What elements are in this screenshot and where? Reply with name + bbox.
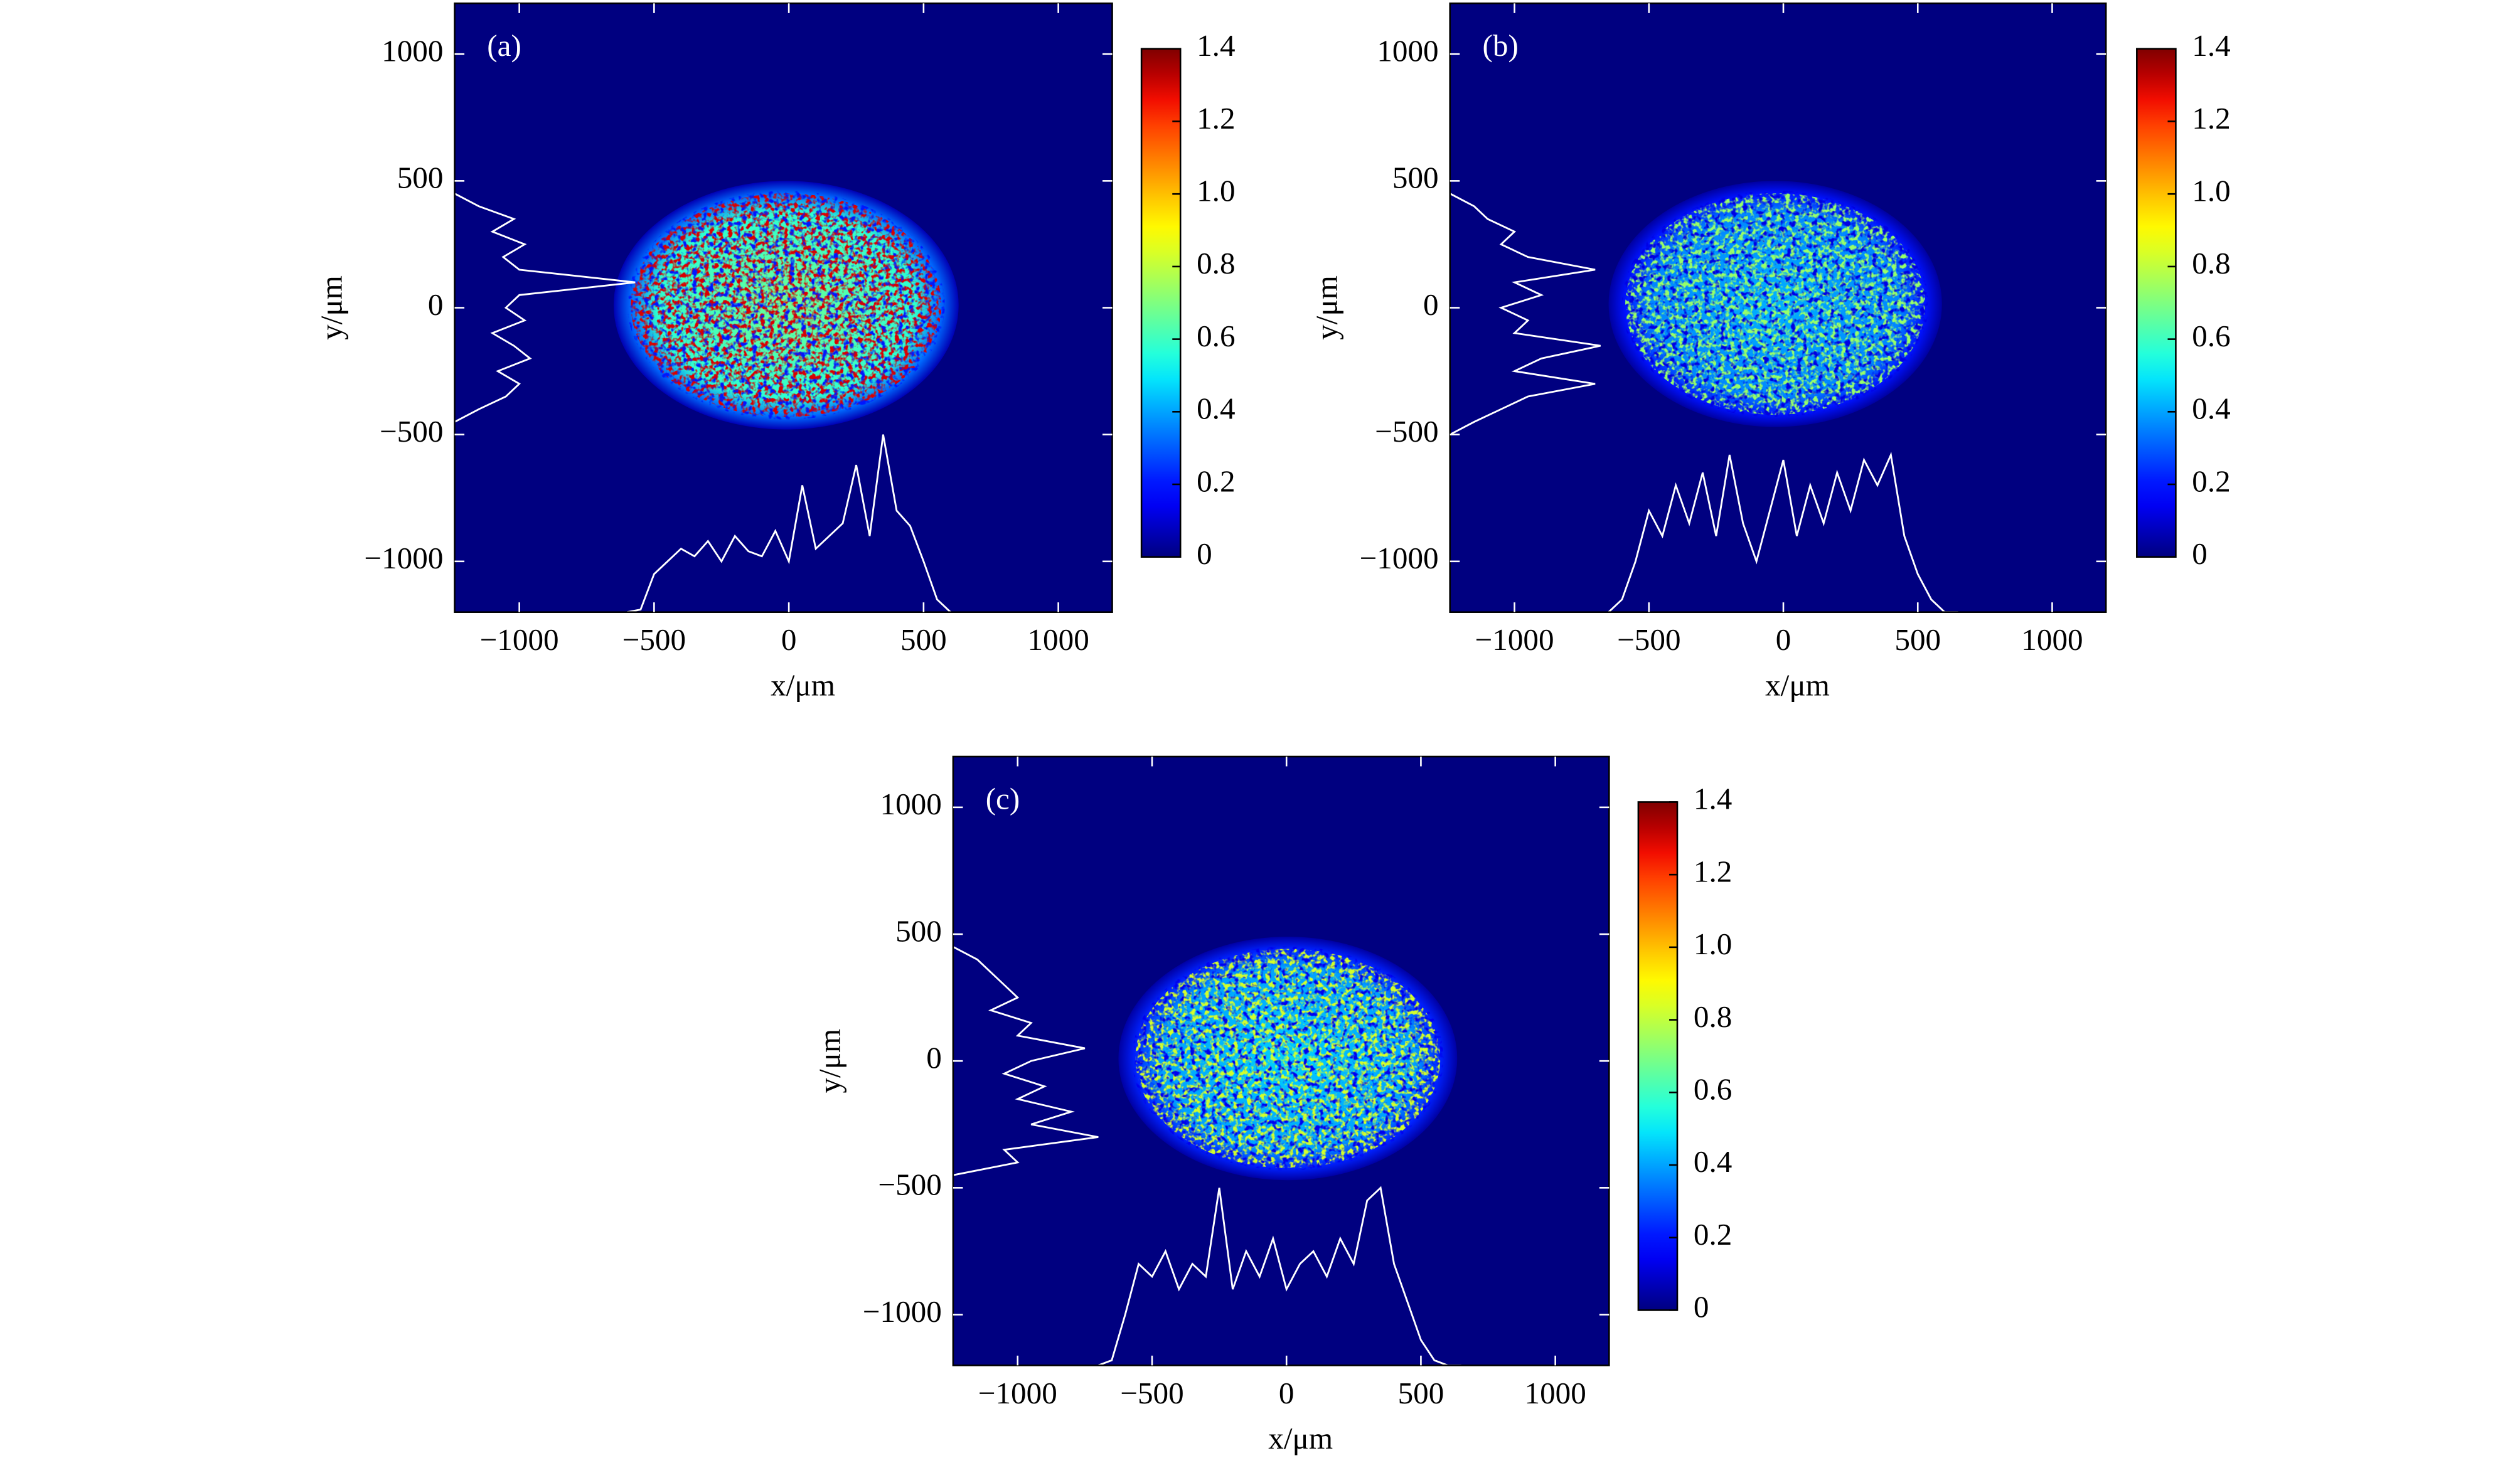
y-tick-label: 0 <box>926 1040 942 1075</box>
x-profile <box>627 434 951 614</box>
colorbar <box>2136 48 2177 558</box>
y-tick-label: −500 <box>878 1168 941 1202</box>
colorbar-tick-label: 1.2 <box>1694 854 1732 888</box>
y-axis-label: y/μm <box>314 275 348 340</box>
colorbar-tick-label: 0 <box>1694 1290 1709 1324</box>
colorbar-tick-label: 0 <box>1197 536 1212 571</box>
y-tick-label: −500 <box>380 414 443 449</box>
x-tick-label: 0 <box>1776 622 1791 657</box>
speckle-dark <box>627 191 945 420</box>
y-tick-label: 0 <box>1423 287 1439 322</box>
x-tick-label: 1000 <box>1027 622 1089 657</box>
colorbar-tick-label: 1.0 <box>1694 927 1732 961</box>
y-tick-label: 1000 <box>880 787 942 821</box>
y-tick-label: −1000 <box>1360 541 1439 575</box>
colorbar-tick-label: 0.8 <box>2192 246 2230 280</box>
colorbar <box>1637 801 1679 1311</box>
y-tick-label: 500 <box>895 913 942 948</box>
speckle-dark <box>1132 946 1444 1171</box>
y-tick-label: −1000 <box>364 541 443 575</box>
colorbar-tick-label: 0.8 <box>1197 246 1235 280</box>
x-tick-label: −1000 <box>1475 622 1554 657</box>
y-tick-label: 1000 <box>382 33 443 68</box>
colorbar-tick-label: 0.4 <box>2192 391 2230 426</box>
colorbar-tick-label: 0.6 <box>1197 319 1235 353</box>
x-tick-label: −500 <box>1120 1376 1183 1410</box>
colorbar-tick-label: 0.2 <box>1694 1217 1732 1252</box>
x-profile <box>1097 1186 1461 1366</box>
y-profile <box>953 945 1099 1176</box>
x-axis-label: x/μm <box>771 668 835 703</box>
x-tick-label: −1000 <box>978 1376 1057 1410</box>
colorbar-tick-label: 1.2 <box>2192 101 2230 136</box>
y-axis-label: y/μm <box>813 1029 847 1094</box>
colorbar-tick-label: 0.6 <box>2192 319 2230 353</box>
x-tick-label: 1000 <box>1524 1376 1586 1410</box>
colorbar-tick-label: 0.4 <box>1197 391 1235 426</box>
y-profile <box>1450 193 1601 435</box>
x-tick-label: 0 <box>781 622 797 657</box>
colorbar-tick-label: 0 <box>2192 536 2208 571</box>
colorbar-tick-label: 1.4 <box>1197 28 1235 63</box>
y-tick-label: −1000 <box>863 1294 942 1329</box>
colorbar-tick-label: 0.6 <box>1694 1072 1732 1107</box>
y-tick-label: 0 <box>428 287 444 322</box>
y-tick-label: −500 <box>1375 414 1438 449</box>
x-tick-label: 500 <box>900 622 947 657</box>
panel-label: (a) <box>487 28 521 63</box>
colorbar-tick-label: 1.0 <box>2192 173 2230 208</box>
colorbar-tick-label: 1.0 <box>1197 173 1235 208</box>
x-axis-label: x/μm <box>1268 1421 1333 1455</box>
y-tick-label: 1000 <box>1377 33 1438 68</box>
x-tick-label: −500 <box>622 622 686 657</box>
colorbar-tick-label: 1.4 <box>1694 782 1732 816</box>
x-tick-label: 500 <box>1398 1376 1444 1410</box>
colorbar-tick-label: 0.2 <box>2192 464 2230 498</box>
y-tick-label: 500 <box>397 161 444 195</box>
x-tick-label: 500 <box>1894 622 1941 657</box>
colorbar <box>1140 48 1182 558</box>
x-tick-label: 0 <box>1279 1376 1295 1410</box>
x-profile <box>1608 452 1958 614</box>
colorbar-tick-label: 0.8 <box>1694 999 1732 1034</box>
y-profile <box>454 193 636 423</box>
y-tick-label: 500 <box>1392 161 1439 195</box>
speckle-dark <box>1621 191 1929 417</box>
colorbar-tick-label: 0.2 <box>1197 464 1235 498</box>
x-tick-label: −1000 <box>480 622 559 657</box>
panel-label: (c) <box>986 782 1020 816</box>
colorbar-tick-label: 1.4 <box>2192 28 2230 63</box>
x-axis-label: x/μm <box>1765 668 1830 703</box>
panel-label: (b) <box>1483 28 1519 63</box>
x-tick-label: −500 <box>1617 622 1680 657</box>
y-axis-label: y/μm <box>1310 275 1344 340</box>
colorbar-tick-label: 1.2 <box>1197 101 1235 136</box>
x-tick-label: 1000 <box>2021 622 2083 657</box>
colorbar-tick-label: 0.4 <box>1694 1144 1732 1179</box>
